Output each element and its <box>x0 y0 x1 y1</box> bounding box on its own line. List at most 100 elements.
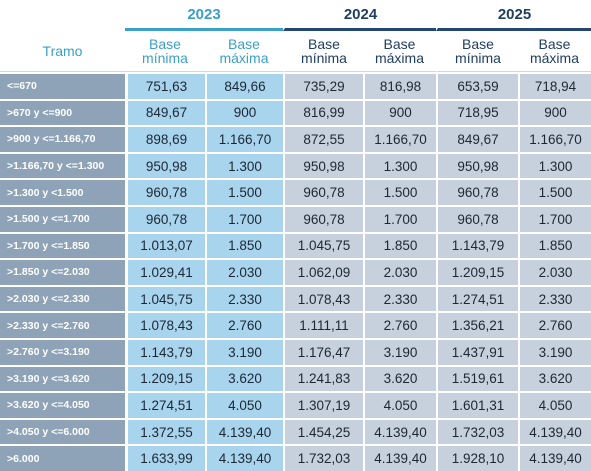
base-minima-cell: 1.307,19 <box>283 391 363 418</box>
base-maxima-header-2025: Base máxima <box>518 31 591 72</box>
base-minima-cell: 735,29 <box>283 72 363 99</box>
base-maxima-cell: 2.330 <box>363 284 436 312</box>
tramo-label: >900 y <=1.166,70 <box>0 125 125 152</box>
base-minima-cell: 950,98 <box>125 151 205 179</box>
base-maxima-cell: 1.700 <box>363 204 436 232</box>
base-maxima-cell: 4.139,40 <box>518 444 591 471</box>
base-minima-cell: 1.078,43 <box>283 284 363 312</box>
base-maxima-cell: 900 <box>518 98 591 126</box>
base-minima-cell: 1.013,07 <box>125 231 205 259</box>
base-minima-cell: 1.143,79 <box>436 231 518 259</box>
base-maxima-cell: 1.850 <box>518 231 591 259</box>
tramo-label: >1.500 y <=1.700 <box>0 204 125 232</box>
base-maxima-cell: 1.166,70 <box>363 125 436 152</box>
base-maxima-cell: 4.139,40 <box>205 417 283 445</box>
year-header-row: 2023 2024 2025 <box>0 0 591 31</box>
year-header-2024: 2024 <box>283 0 436 31</box>
subheader-row: Tramo Base mínima Base máxima Base mínima B… <box>0 31 591 72</box>
header-corner <box>0 0 125 31</box>
year-header-2025: 2025 <box>436 0 591 31</box>
table-row: >2.760 y <=3.190 1.143,79 3.190 1.176,47 3.1… <box>0 337 591 365</box>
tramo-label: >1.700 y <=1.850 <box>0 231 125 259</box>
table-row: >1.500 y <=1.700 960,78 1.700 960,78 1.700 96… <box>0 204 591 232</box>
base-maxima-cell: 4.139,40 <box>363 417 436 445</box>
base-minima-cell: 1.601,31 <box>436 391 518 418</box>
table-row: >670 y <=900 849,67 900 816,99 900 718,95 900 <box>0 98 591 126</box>
base-minima-cell: 1.274,51 <box>125 391 205 418</box>
base-maxima-cell: 3.620 <box>518 364 591 392</box>
base-maxima-cell: 2.030 <box>205 258 283 285</box>
base-maxima-cell: 1.300 <box>205 151 283 179</box>
base-maxima-cell: 2.330 <box>205 284 283 312</box>
base-maxima-cell: 4.050 <box>205 391 283 418</box>
table-row: >1.166,70 y <=1.300 950,98 1.300 950,98 1.30… <box>0 151 591 179</box>
base-maxima-cell: 1.700 <box>518 204 591 232</box>
base-maxima-cell: 718,94 <box>518 72 591 99</box>
base-minima-cell: 960,78 <box>125 178 205 205</box>
base-maxima-cell: 1.300 <box>518 151 591 179</box>
base-maxima-cell: 4.139,40 <box>518 417 591 445</box>
tramo-label: >3.190 y <=3.620 <box>0 364 125 392</box>
base-maxima-header-2024: Base máxima <box>363 31 436 72</box>
base-minima-cell: 1.078,43 <box>125 311 205 338</box>
table-row: >1.700 y <=1.850 1.013,07 1.850 1.045,75 1.8… <box>0 231 591 259</box>
table-row: >3.190 y <=3.620 1.209,15 3.620 1.241,83 3.6… <box>0 364 591 392</box>
base-minima-cell: 1.029,41 <box>125 258 205 285</box>
base-maxima-cell: 900 <box>363 98 436 126</box>
base-maxima-cell: 4.050 <box>363 391 436 418</box>
base-maxima-cell: 2.760 <box>518 311 591 338</box>
base-maxima-cell: 2.030 <box>363 258 436 285</box>
base-minima-header-2024: Base mínima <box>283 31 363 72</box>
base-maxima-cell: 3.190 <box>518 337 591 365</box>
base-minima-cell: 960,78 <box>283 204 363 232</box>
base-minima-header-2025: Base mínima <box>436 31 518 72</box>
base-maxima-cell: 1.700 <box>205 204 283 232</box>
tramo-label: >1.850 y <=2.030 <box>0 258 125 285</box>
base-minima-cell: 1.241,83 <box>283 364 363 392</box>
base-minima-cell: 950,98 <box>436 151 518 179</box>
base-maxima-cell: 1.500 <box>205 178 283 205</box>
base-minima-cell: 1.372,55 <box>125 417 205 445</box>
table-body: <=670 751,63 849,66 735,29 816,98 653,59 718,9… <box>0 72 591 471</box>
base-minima-cell: 960,78 <box>436 204 518 232</box>
base-minima-cell: 960,78 <box>125 204 205 232</box>
base-maxima-cell: 900 <box>205 98 283 126</box>
base-maxima-cell: 3.190 <box>363 337 436 365</box>
base-maxima-cell: 1.166,70 <box>205 125 283 152</box>
base-minima-header-2023: Base mínima <box>125 31 205 72</box>
base-maxima-cell: 1.166,70 <box>518 125 591 152</box>
base-minima-cell: 872,55 <box>283 125 363 152</box>
base-maxima-cell: 3.190 <box>205 337 283 365</box>
base-minima-cell: 1.209,15 <box>125 364 205 392</box>
base-minima-cell: 960,78 <box>283 178 363 205</box>
base-minima-cell: 849,67 <box>125 98 205 126</box>
base-minima-cell: 1.519,61 <box>436 364 518 392</box>
base-maxima-cell: 4.139,40 <box>205 444 283 471</box>
tramo-label: >2.330 y <=2.760 <box>0 311 125 338</box>
base-minima-cell: 950,98 <box>283 151 363 179</box>
table-row: >2.330 y <=2.760 1.078,43 2.760 1.111,11 2.7… <box>0 311 591 338</box>
base-minima-cell: 1.062,09 <box>283 258 363 285</box>
base-minima-cell: 1.356,21 <box>436 311 518 338</box>
base-minima-cell: 718,95 <box>436 98 518 126</box>
tramo-label: <=670 <box>0 72 125 99</box>
base-minima-cell: 751,63 <box>125 72 205 99</box>
base-minima-cell: 960,78 <box>436 178 518 205</box>
tramo-label: >1.300 y <1.500 <box>0 178 125 205</box>
base-minima-cell: 1.274,51 <box>436 284 518 312</box>
base-maxima-cell: 3.620 <box>205 364 283 392</box>
base-minima-cell: 1.454,25 <box>283 417 363 445</box>
tramo-label: >670 y <=900 <box>0 98 125 126</box>
year-header-2023: 2023 <box>125 0 283 31</box>
base-maxima-cell: 3.620 <box>363 364 436 392</box>
base-minima-cell: 1.111,11 <box>283 311 363 338</box>
base-minima-cell: 1.633,99 <box>125 444 205 471</box>
base-maxima-cell: 849,66 <box>205 72 283 99</box>
base-maxima-cell: 1.850 <box>363 231 436 259</box>
base-maxima-cell: 2.760 <box>363 311 436 338</box>
base-maxima-cell: 816,98 <box>363 72 436 99</box>
tramo-label: >3.620 y <=4.050 <box>0 391 125 418</box>
tramo-label: >4.050 y <=6.000 <box>0 417 125 445</box>
base-minima-cell: 1.437,91 <box>436 337 518 365</box>
